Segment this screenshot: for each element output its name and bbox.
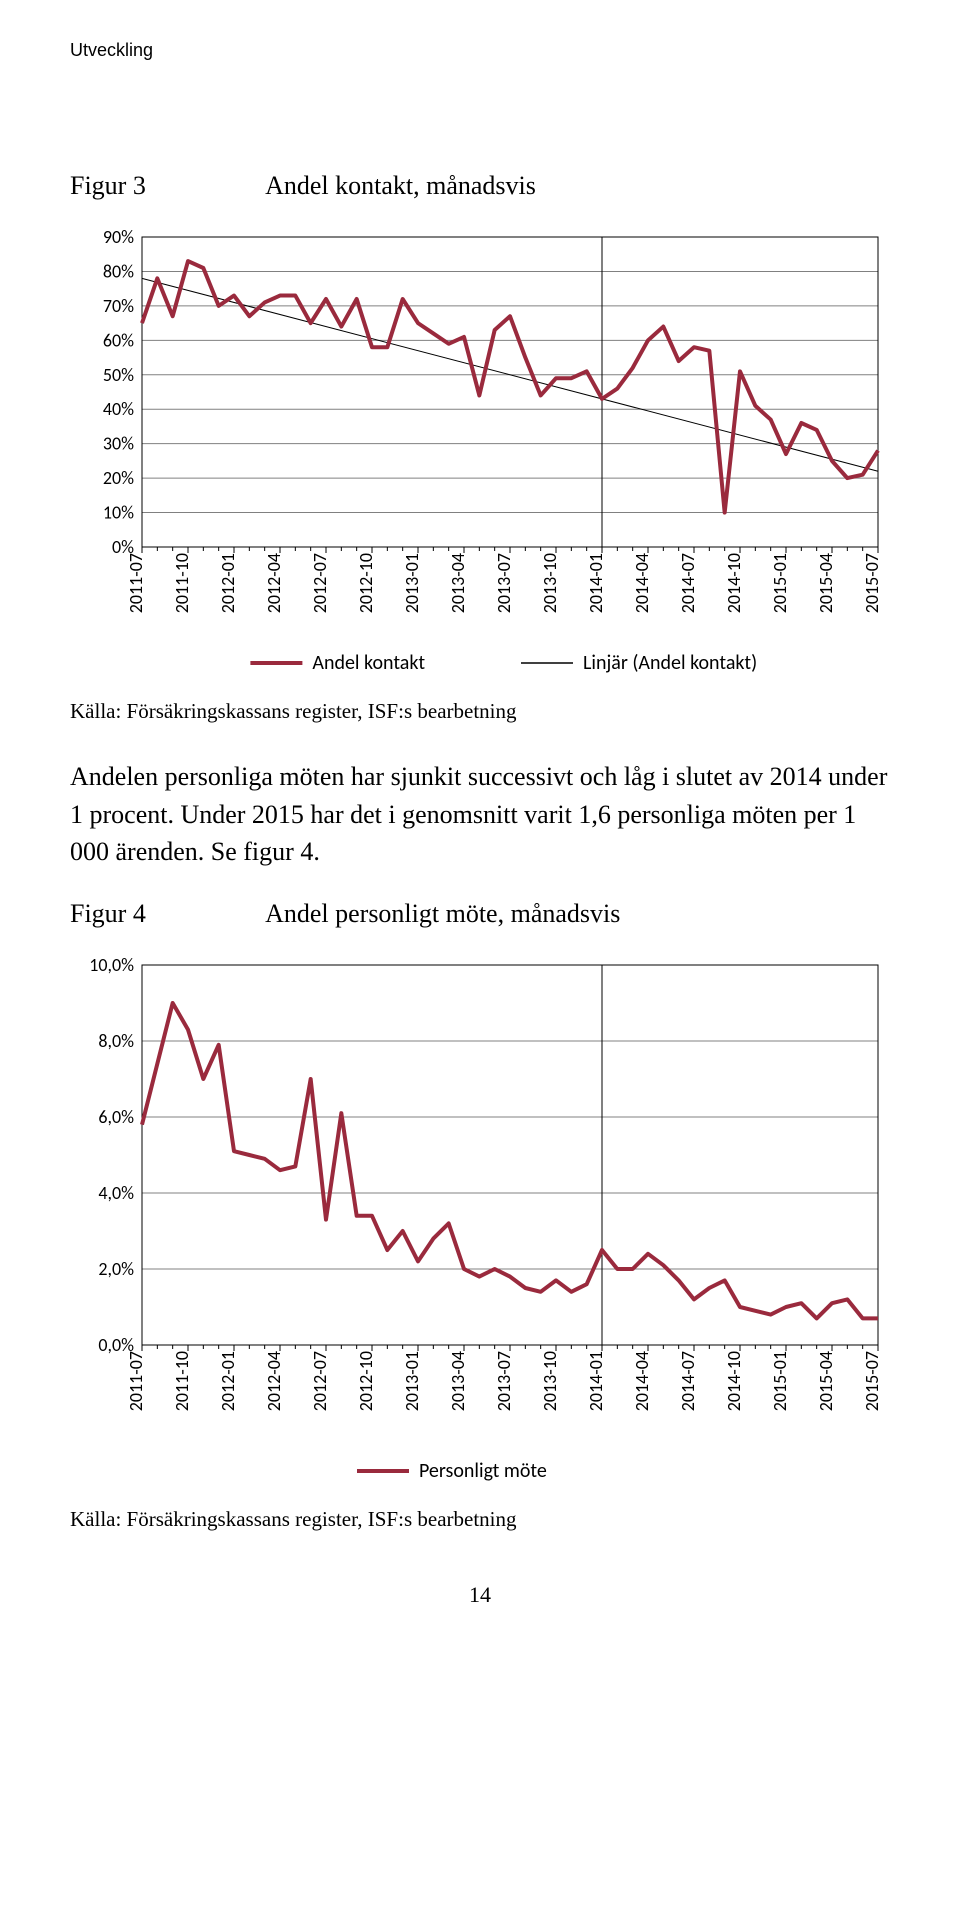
svg-text:8,0%: 8,0% [98,1030,134,1052]
svg-text:2012-04: 2012-04 [263,553,285,613]
svg-text:2013-01: 2013-01 [401,553,423,613]
svg-text:10%: 10% [103,502,134,524]
figure3-title: Andel kontakt, månadsvis [265,171,536,200]
svg-text:2012-01: 2012-01 [217,553,239,613]
svg-text:10,0%: 10,0% [89,954,134,976]
page-number: 14 [70,1582,890,1608]
svg-text:2,0%: 2,0% [98,1258,134,1280]
svg-text:2013-07: 2013-07 [493,1351,515,1411]
svg-text:2013-10: 2013-10 [539,1351,561,1411]
figure3-heading: Figur 3 Andel kontakt, månadsvis [70,171,890,201]
svg-text:Linjär (Andel kontakt): Linjär (Andel kontakt) [583,651,757,675]
svg-text:2014-01: 2014-01 [585,553,607,613]
svg-text:2012-10: 2012-10 [355,553,377,613]
figure4-label: Figur 4 [70,899,260,929]
svg-text:2015-01: 2015-01 [769,1351,791,1411]
svg-text:2015-07: 2015-07 [861,553,883,613]
svg-text:2012-10: 2012-10 [355,1351,377,1411]
figure3-source: Källa: Försäkringskassans register, ISF:… [70,699,890,724]
svg-text:30%: 30% [103,433,134,455]
svg-text:70%: 70% [103,295,134,317]
svg-text:2014-07: 2014-07 [677,553,699,613]
svg-text:2011-07: 2011-07 [125,553,147,613]
svg-text:4,0%: 4,0% [98,1182,134,1204]
svg-text:Andel kontakt: Andel kontakt [312,651,425,675]
svg-text:2012-07: 2012-07 [309,553,331,613]
svg-text:90%: 90% [103,226,134,248]
svg-text:80%: 80% [103,260,134,282]
svg-text:2011-10: 2011-10 [171,1351,193,1411]
svg-text:2014-01: 2014-01 [585,1351,607,1411]
figure3-chart: 0%10%20%30%40%50%60%70%80%90%2011-072011… [70,225,890,685]
svg-text:2013-04: 2013-04 [447,553,469,613]
svg-text:2012-01: 2012-01 [217,1351,239,1411]
svg-text:50%: 50% [103,364,134,386]
svg-text:2012-07: 2012-07 [309,1351,331,1411]
svg-text:2011-07: 2011-07 [125,1351,147,1411]
svg-text:6,0%: 6,0% [98,1106,134,1128]
svg-text:20%: 20% [103,467,134,489]
svg-text:2011-10: 2011-10 [171,553,193,613]
svg-text:2014-10: 2014-10 [723,553,745,613]
figure4-source: Källa: Försäkringskassans register, ISF:… [70,1507,890,1532]
running-head: Utveckling [70,40,890,61]
figure4-title: Andel personligt möte, månadsvis [265,899,620,928]
svg-text:2015-07: 2015-07 [861,1351,883,1411]
figure3-label: Figur 3 [70,171,260,201]
svg-text:2014-07: 2014-07 [677,1351,699,1411]
svg-text:2015-04: 2015-04 [815,553,837,613]
svg-text:2013-04: 2013-04 [447,1351,469,1411]
svg-text:2014-10: 2014-10 [723,1351,745,1411]
figure4-chart: 0,0%2,0%4,0%6,0%8,0%10,0%2011-072011-102… [70,953,890,1493]
svg-text:2013-07: 2013-07 [493,553,515,613]
svg-text:40%: 40% [103,398,134,420]
svg-text:Personligt möte: Personligt möte [419,1459,547,1483]
svg-text:2013-01: 2013-01 [401,1351,423,1411]
figure4-heading: Figur 4 Andel personligt möte, månadsvis [70,899,890,929]
svg-text:2012-04: 2012-04 [263,1351,285,1411]
svg-text:2013-10: 2013-10 [539,553,561,613]
svg-text:2015-04: 2015-04 [815,1351,837,1411]
svg-text:2015-01: 2015-01 [769,553,791,613]
svg-text:2014-04: 2014-04 [631,553,653,613]
svg-text:60%: 60% [103,329,134,351]
body-paragraph: Andelen personliga möten har sjunkit suc… [70,758,890,871]
svg-text:2014-04: 2014-04 [631,1351,653,1411]
